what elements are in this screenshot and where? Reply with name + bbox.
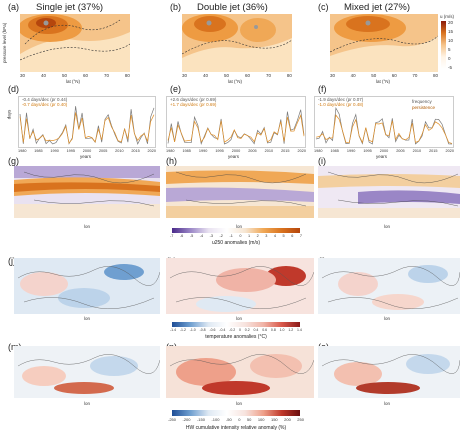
jet-colorbar-title: u (m/s) [440,14,454,19]
frequency-line [19,106,155,145]
xlabel-f: years [376,154,388,159]
jet-colorbar-scale [441,21,446,69]
ylabel-a: pressure level (hPa) [2,22,7,64]
xticks-c: 30 40 50 60 70 80 [330,73,438,78]
timeseries-e [166,96,306,148]
xticks-b: 30 40 50 60 70 80 [182,73,292,78]
temperature-colorbar-title: temperature anomalies (°C) [205,334,267,340]
xlabel-k: lon [236,316,243,321]
temperature-map-j [14,258,160,314]
jet-colorbar-ticks: 20 15 10 5 0 -5 [448,20,454,70]
xticks-e: 1980 1985 1990 1995 2000 2005 2010 2015 2020 [166,149,306,153]
persistence-line [19,112,155,144]
u250-colorbar-ticks: -7 -6 -5 -4 -3 -2 -1 0 1 2 3 4 5 6 7 [170,234,302,238]
xlabel-o: lon [384,401,391,406]
u250-map-i [318,166,460,218]
xlabel-l: lon [384,316,391,321]
timeseries-frame [166,96,306,148]
u250-colorbar-scale [172,228,300,233]
hw-colorbar-scale [172,410,300,416]
timeseries-frame [314,96,454,148]
panel-label-f: (f) [318,84,327,94]
panel-label-b: (b) [170,2,181,12]
panel-title-a: Single jet (37%) [36,2,104,13]
temperature-map-k [166,258,314,314]
xlabel-n: lon [236,401,243,406]
temperature-map-l [318,258,460,314]
legend-frequency: frequency [412,99,432,104]
xticks-d: 1980 1985 1990 1995 2000 2005 2010 2015 2020 [18,149,156,153]
temperature-colorbar-scale [172,322,300,327]
hw-map-o [318,346,460,398]
xticks-f: 1980 1985 1990 1995 2000 2005 2010 2015 2020 [314,149,454,153]
u250-map-g [14,166,160,218]
panel-label-d: (d) [8,84,19,94]
hw-colorbar-title: HW cumulative intensity relative anomaly… [185,425,287,431]
jet-cross-section-c [330,14,438,72]
panel-label-g: (g) [8,156,19,166]
panel-label-h: (h) [166,156,177,166]
xlabel-g: lon [84,224,91,229]
trend-f-2: -1.0 days/dec (pr 0.48) [318,102,364,107]
timeseries-f [314,96,454,148]
u250-map-h [166,166,314,218]
trend-e-2: +1.7 days/dec (pr 0.69) [170,102,217,107]
u250-colorbar-title: u250 anomalies (m/s) [211,240,261,246]
trend-e-1: +2.6 days/dec (pr 0.69) [170,97,217,102]
hw-map-m [14,346,160,398]
xlabel-m: lon [84,401,91,406]
persistence-line [315,114,453,144]
xlabel-d: years [80,154,92,159]
trend-d-2: -0.7 days/dec (pr 0.40) [22,102,68,107]
xlabel-b: lat (°N) [228,79,243,84]
xlabel-h: lon [236,224,243,229]
panel-title-b: Double jet (36%) [197,2,268,13]
xlabel-j: lon [84,316,91,321]
legend-persistence: persistence [412,105,436,110]
hw-map-n [166,346,314,398]
xlabel-e: years [228,154,240,159]
xlabel-c: lat (°N) [376,79,391,84]
persistence-line [167,114,305,143]
temperature-colorbar-ticks: -1.4 -1.2 -1.0 -0.8 -0.6 -0.4 -0.2 0 0.2 0.4 0.6 0.… [170,328,302,332]
panel-label-c: (c) [318,2,329,12]
panel-title-c: Mixed jet (27%) [344,2,410,13]
trend-d-1: -0.4 days/dec (pr 0.44) [22,97,68,102]
hw-colorbar-ticks: -250 -200 -150 -100 -50 0 50 100 150 200 250 [168,417,304,422]
trend-f-1: -1.9 days/dec (pr 0.07) [318,97,364,102]
jet-cross-section-b [182,14,292,72]
xticks-a: 30 40 50 60 70 80 [20,73,130,78]
panel-label-a: (a) [8,2,19,12]
ylabel-days: days [6,109,12,120]
panel-label-e: (e) [170,84,181,94]
frequency-line [315,106,453,145]
xlabel-i: lon [384,224,391,229]
panel-label-i: (i) [318,156,326,166]
panel-label-j: (j) [8,256,16,266]
xlabel-a: lat (°N) [66,79,81,84]
timeseries-d [18,96,156,148]
jet-cross-section-a [20,14,130,72]
